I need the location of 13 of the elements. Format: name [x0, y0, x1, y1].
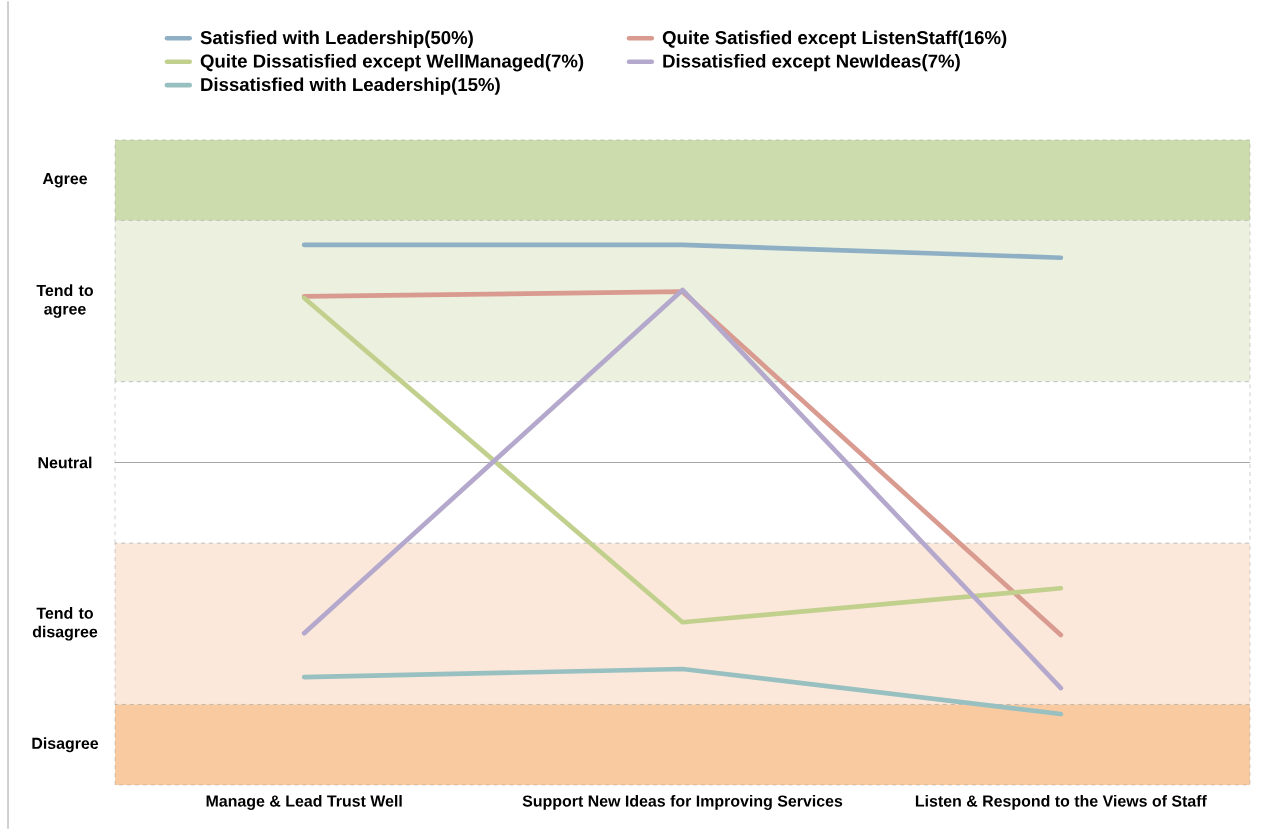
legend-label: Dissatisfied except NewIdeas(7%) [663, 53, 960, 72]
x-tick-label: Manage & Lead Trust Well [206, 795, 402, 810]
x-tick-label: Support New Ideas for Improving Services [522, 795, 843, 810]
legend-label: Quite Dissatisfied except WellManaged(7%) [200, 53, 584, 72]
legend-label: Dissatisfied with Leadership(15%) [201, 77, 500, 95]
legend-label: Quite Satisfied except ListenStaff(16%) [662, 30, 1007, 48]
band-label: Tend to disagree [32, 607, 98, 641]
band-label: Neutral [38, 456, 92, 469]
band-label: Agree [42, 173, 88, 188]
band-label: Disagree [32, 737, 99, 753]
x-tick-label: Listen & Respond to the Views of Staff [915, 795, 1207, 810]
legend-label: Satisfied with Leadership(50%) [200, 30, 473, 48]
band-label: Tend to agree [36, 284, 93, 318]
